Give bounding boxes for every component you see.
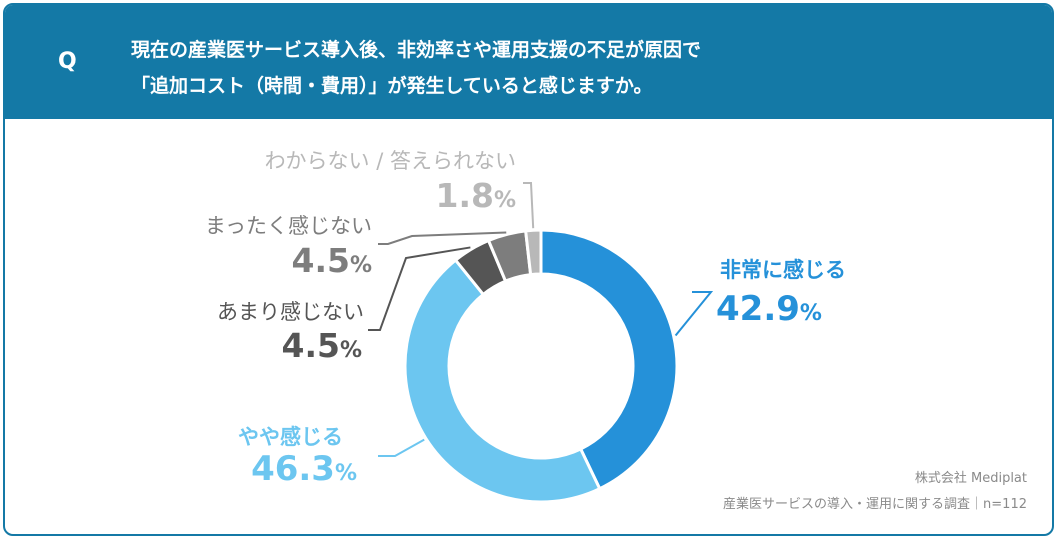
leader-lines bbox=[368, 182, 714, 457]
question-text-line-2: 「追加コスト（時間・費用）」が発生していると感じますか。 bbox=[131, 75, 653, 97]
slice-label-unknown: わからない / 答えられない bbox=[265, 149, 516, 173]
source-survey: 産業医サービスの導入・運用に関する調査｜n=112 bbox=[723, 497, 1027, 512]
slice-value-not-much: 4.5% bbox=[281, 326, 362, 365]
leader-line-somewhat bbox=[378, 438, 425, 457]
question-label: Q bbox=[58, 49, 77, 74]
leader-line-very bbox=[674, 291, 714, 337]
slice-value-somewhat: 46.3% bbox=[251, 449, 357, 489]
slice-value-very: 42.9% bbox=[716, 289, 822, 329]
question-text-line-1: 現在の産業医サービス導入後、非効率さや運用支援の不足が原因で bbox=[131, 39, 702, 61]
slice-value-unknown: 1.8% bbox=[435, 176, 516, 215]
slice-value-number: 1.8 bbox=[435, 176, 493, 215]
slice-value-number: 4.5 bbox=[291, 241, 349, 280]
slice-value-number: 46.3 bbox=[251, 449, 335, 489]
slice-very bbox=[539, 228, 679, 491]
slice-label-not-at-all: まったく感じない bbox=[205, 214, 372, 238]
percent-sign: % bbox=[340, 338, 362, 363]
slice-label-somewhat: やや感じる bbox=[238, 425, 343, 449]
survey-card: Q 現在の産業医サービス導入後、非効率さや運用支援の不足が原因で 「追加コスト（… bbox=[3, 3, 1054, 536]
slice-label-not-much: あまり感じない bbox=[217, 300, 364, 324]
question-header: Q 現在の産業医サービス導入後、非効率さや運用支援の不足が原因で 「追加コスト（… bbox=[5, 5, 1052, 119]
leader-line-not-much bbox=[368, 246, 471, 331]
donut-slices bbox=[403, 228, 679, 504]
leader-line-unknown bbox=[523, 182, 535, 229]
percent-sign: % bbox=[494, 188, 516, 213]
slice-value-not-at-all: 4.5% bbox=[291, 241, 372, 280]
slice-value-number: 42.9 bbox=[716, 289, 800, 329]
source-company: 株式会社 Mediplat bbox=[914, 471, 1027, 486]
leader-line-not-at-all bbox=[378, 231, 507, 245]
percent-sign: % bbox=[335, 461, 357, 486]
slice-somewhat bbox=[403, 258, 602, 504]
percent-sign: % bbox=[800, 301, 822, 326]
slice-unknown bbox=[523, 228, 543, 277]
percent-sign: % bbox=[350, 253, 372, 278]
slice-value-number: 4.5 bbox=[281, 326, 339, 365]
slice-label-very: 非常に感じる bbox=[720, 258, 846, 282]
